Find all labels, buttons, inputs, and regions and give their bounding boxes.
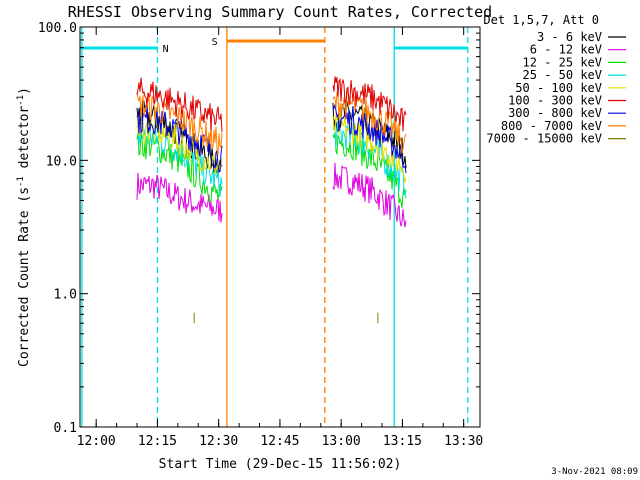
- x-tick-label-3: 12:30: [199, 434, 238, 449]
- y-tick-label-4: 100.0: [38, 21, 77, 36]
- plot-timestamp: 3-Nov-2021 08:09: [551, 467, 638, 477]
- series-7-segment-1: [136, 107, 223, 173]
- y-tick-label-3: 10.0: [46, 154, 77, 169]
- x-tick-label-2: 12:15: [138, 434, 177, 449]
- legend-label-7: 300 - 800 keV: [508, 106, 602, 120]
- x-tick-label-6: 13:15: [383, 434, 422, 449]
- series-6-segment-2: [332, 76, 407, 132]
- y-axis-label: Corrected Count Rate (s-1 detector-1): [16, 87, 32, 367]
- y-axis-label-sup1: -1: [16, 176, 26, 187]
- y-axis-label-end: ): [17, 87, 32, 95]
- x-tick-label-4: 12:45: [260, 434, 299, 449]
- chart-title: RHESSI Observing Summary Count Rates, Co…: [68, 3, 492, 21]
- x-tick-label-5: 13:00: [322, 434, 361, 449]
- y-axis-ticks: 0.1 1.0 10.0 100.0: [38, 21, 480, 436]
- x-axis-ticks: 12:00 12:15 12:30 12:45 13:00 13:15 13:30: [77, 27, 483, 449]
- legend-label-4: 25 - 50 keV: [523, 68, 602, 82]
- series-8-segment-2: [332, 88, 407, 154]
- series-2-segment-2: [332, 162, 407, 228]
- y-axis-label-sup2: -1: [16, 95, 26, 106]
- legend-label-5: 50 - 100 keV: [515, 81, 602, 95]
- series-7-segment-2: [332, 104, 407, 174]
- y-tick-label-1: 0.1: [54, 421, 77, 436]
- legend-label-3: 12 - 25 keV: [523, 55, 602, 69]
- series-5-segment-1: [136, 114, 223, 175]
- legend-label-8: 800 - 7000 keV: [501, 119, 602, 133]
- legend-label-2: 6 - 12 keV: [530, 43, 602, 57]
- legend-label-9: 7000 - 15000 keV: [486, 132, 602, 146]
- y-tick-label-2: 1.0: [54, 288, 77, 303]
- x-tick-label-7: 13:30: [444, 434, 483, 449]
- legend-label-1: 3 - 6 keV: [537, 30, 602, 44]
- flag-label-saa: S: [212, 37, 218, 48]
- x-tick-label-1: 12:00: [77, 434, 116, 449]
- plot-area: NS: [80, 27, 469, 427]
- legend-header: Det 1,5,7, Att 0: [483, 13, 599, 27]
- legend-label-6: 100 - 300 keV: [508, 94, 602, 108]
- y-axis-label-mid: detector: [17, 106, 32, 177]
- series-6-segment-1: [136, 77, 223, 132]
- series-8-segment-1: [136, 92, 223, 156]
- flag-label-night: N: [163, 44, 169, 55]
- series-2-segment-1: [136, 172, 223, 223]
- y-axis-label-main: Corrected Count Rate (s: [17, 187, 32, 367]
- x-axis-label: Start Time (29-Dec-15 11:56:02): [159, 457, 402, 472]
- series-4-segment-2: [332, 119, 407, 199]
